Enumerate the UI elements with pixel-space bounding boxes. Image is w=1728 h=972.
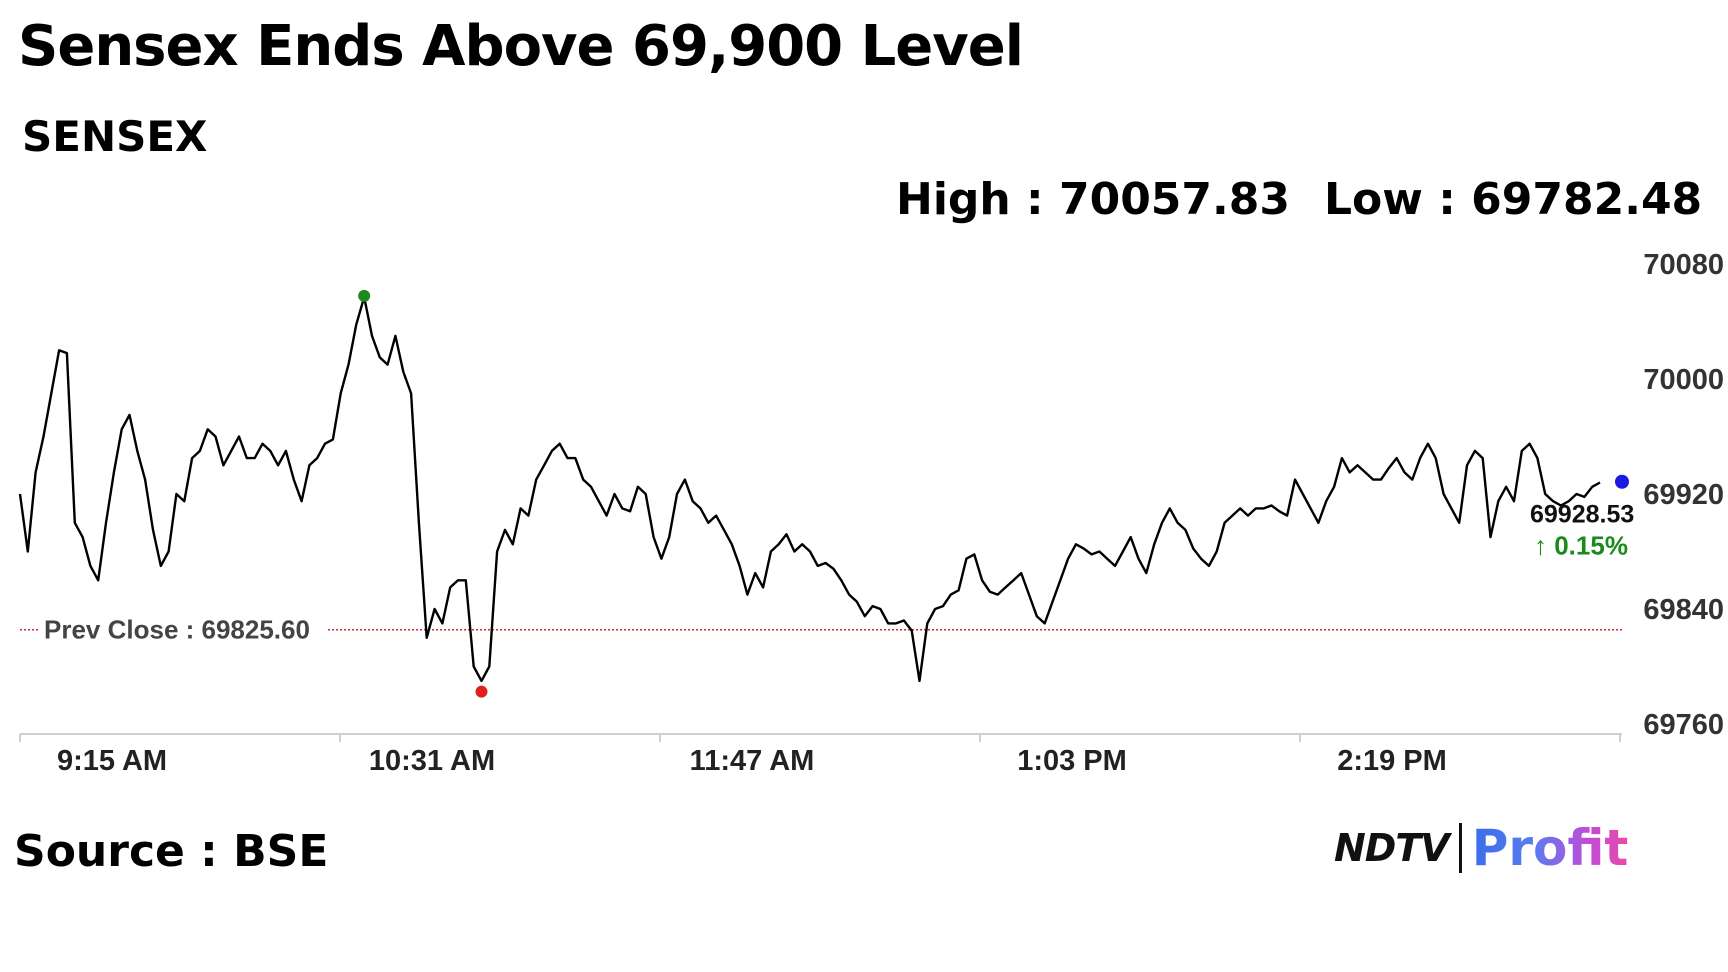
y-tick-label: 69840 — [1643, 594, 1724, 626]
last-value-label: 69928.53 — [1530, 501, 1634, 529]
day-low-label: Low : 69782.48 — [1324, 174, 1703, 225]
last-point-marker — [1615, 474, 1629, 489]
y-axis: 70080 70000 69920 69840 69760 — [1643, 249, 1724, 741]
day-high-label: High : 70057.83 — [896, 174, 1290, 225]
x-tick-label: 11:47 AM — [690, 745, 815, 777]
ndtv-profit-logo: NDTV Profit — [1334, 819, 1629, 877]
source-label: Source : BSE — [14, 826, 329, 877]
logo-divider — [1458, 823, 1462, 873]
page-title: Sensex Ends Above 69,900 Level — [18, 14, 1024, 79]
x-tick-label: 10:31 AM — [369, 745, 495, 777]
x-axis: 9:15 AM 10:31 AM 11:47 AM 1:03 PM 2:19 PM — [19, 734, 1621, 777]
series-line — [18, 295, 1601, 683]
x-tick-label: 9:15 AM — [57, 745, 167, 777]
x-tick-label: 2:19 PM — [1337, 745, 1447, 777]
low-point-marker — [475, 685, 488, 698]
x-tick-label: 1:03 PM — [1017, 745, 1127, 777]
index-name: SENSEX — [22, 112, 208, 161]
y-tick-label: 69760 — [1643, 709, 1724, 741]
change-percent-label: ↑ 0.15% — [1534, 531, 1628, 561]
logo-ndtv-text: NDTV — [1334, 826, 1450, 870]
logo-profit-text: Profit — [1471, 819, 1629, 877]
prev-close-label: Prev Close : 69825.60 — [44, 615, 310, 645]
y-tick-label: 69920 — [1643, 479, 1724, 511]
prev-close-label-background — [38, 609, 328, 646]
y-tick-label: 70080 — [1643, 249, 1724, 281]
high-point-marker — [358, 289, 371, 302]
y-tick-label: 70000 — [1643, 364, 1724, 396]
